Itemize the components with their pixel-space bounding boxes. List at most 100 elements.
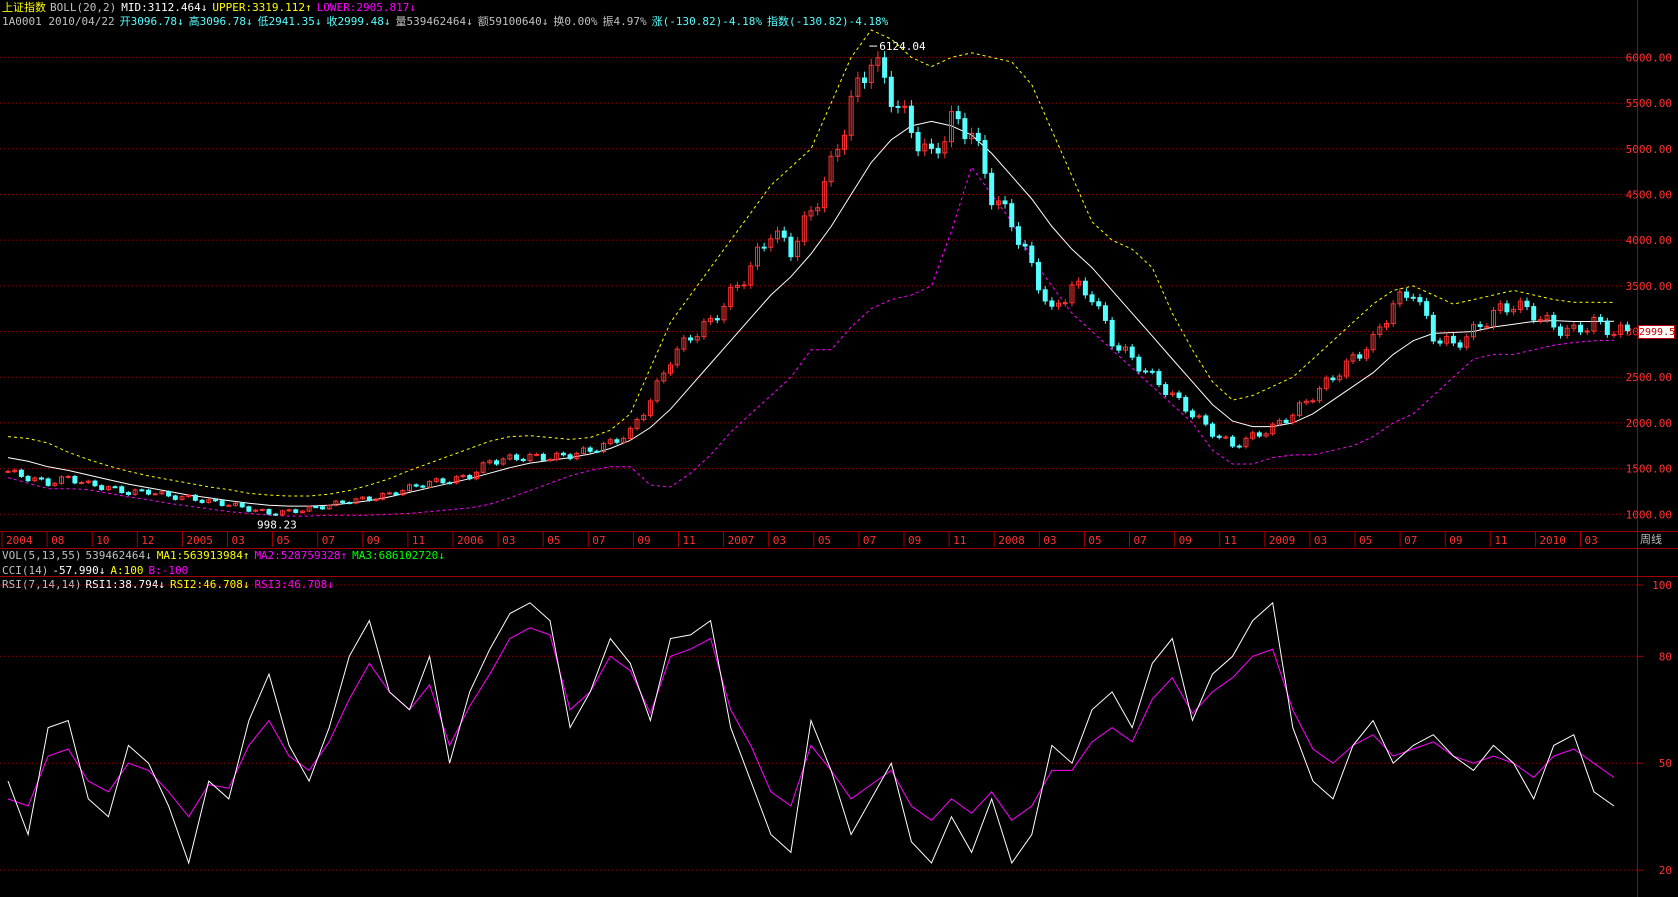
candle-up bbox=[1343, 360, 1349, 377]
candle-down bbox=[915, 131, 921, 152]
x-tick-label: 03 bbox=[773, 534, 786, 547]
rsi-top-border bbox=[0, 576, 1678, 577]
candle-up bbox=[1056, 302, 1062, 307]
candle-down bbox=[908, 105, 914, 133]
y-tick-label: 2000.00 bbox=[1626, 417, 1672, 430]
x-tick-label: 2004 bbox=[6, 534, 33, 547]
x-tick-label: 05 bbox=[1088, 534, 1101, 547]
candle-down bbox=[493, 460, 499, 465]
ma1-value: MA1:563913984↑ bbox=[156, 549, 250, 562]
rsi-line-rsi2 bbox=[7, 627, 1615, 821]
rsi1-value: RSI1:38.794↓ bbox=[85, 578, 165, 591]
candle-down bbox=[1624, 324, 1630, 332]
x-tick-label: 11 bbox=[683, 534, 696, 547]
candle-up bbox=[574, 452, 580, 460]
candle-up bbox=[326, 504, 332, 510]
rsi-y-tick-label: 100 bbox=[1652, 579, 1672, 592]
candle-down bbox=[895, 105, 901, 108]
candle-down bbox=[1176, 392, 1182, 398]
candle-up bbox=[460, 475, 466, 478]
candle-down bbox=[1136, 356, 1142, 372]
candle-down bbox=[1116, 345, 1122, 351]
candle-down bbox=[935, 147, 941, 154]
candle-up bbox=[768, 238, 774, 248]
candle-up bbox=[708, 318, 714, 323]
candle-down bbox=[172, 495, 178, 500]
candle-up bbox=[427, 480, 433, 488]
x-tick-label: 11 bbox=[953, 534, 966, 547]
candle-up bbox=[1062, 302, 1068, 305]
candle-down bbox=[1578, 324, 1584, 333]
candle-up bbox=[868, 64, 874, 83]
candle-up bbox=[233, 502, 239, 506]
candle-up bbox=[801, 215, 807, 242]
candle-down bbox=[1210, 423, 1215, 437]
right-axis-separator bbox=[1637, 0, 1638, 897]
x-tick-label: 11 bbox=[1224, 534, 1237, 547]
amplitude-value: 振4.97% bbox=[602, 15, 647, 28]
candle-up bbox=[701, 321, 707, 338]
candle-up bbox=[674, 348, 680, 366]
x-tick-label: 11 bbox=[412, 534, 425, 547]
candle-up bbox=[1397, 291, 1403, 305]
candle-up bbox=[681, 337, 687, 350]
candle-down bbox=[1283, 419, 1289, 424]
vol-header: VOL(5,13,55) 539462464↓ MA1:563913984↑ MA2:… bbox=[2, 549, 450, 563]
boll-mid: MID:3112.464↓ bbox=[121, 1, 208, 14]
x-tick-label: 2009 bbox=[1269, 534, 1296, 547]
x-tick-label: 2010 bbox=[1539, 534, 1566, 547]
candle-down bbox=[246, 506, 252, 512]
candle-down bbox=[340, 500, 346, 504]
x-tick-label: 09 bbox=[637, 534, 650, 547]
candle-up bbox=[580, 447, 586, 454]
y-tick-label: 5500.00 bbox=[1626, 97, 1672, 110]
rsi-y-tick-label: 50 bbox=[1659, 757, 1672, 770]
candle-down bbox=[366, 496, 372, 501]
index-name[interactable]: 上证指数 bbox=[2, 1, 46, 14]
x-tick-label: 09 bbox=[1449, 534, 1462, 547]
candle-up bbox=[1517, 300, 1523, 310]
rsi-header: RSI(7,14,14) RSI1:38.794↓ RSI2:46.708↓ RSI3… bbox=[2, 578, 339, 592]
candle-down bbox=[1042, 289, 1048, 302]
kline-chart[interactable]: 1000.001500.002000.002500.003000.003500.… bbox=[0, 0, 1678, 548]
candle-down bbox=[45, 478, 51, 486]
candle-down bbox=[882, 57, 888, 78]
candle-down bbox=[1256, 432, 1262, 437]
x-tick-label: 10 bbox=[96, 534, 109, 547]
candle-up bbox=[59, 476, 65, 484]
candle-up bbox=[1317, 387, 1323, 402]
volume-value: 量539462464↓ bbox=[395, 15, 473, 28]
candle-up bbox=[1310, 400, 1316, 403]
candle-up bbox=[373, 498, 379, 501]
candle-up bbox=[1276, 419, 1282, 425]
period-label[interactable]: 周线 bbox=[1640, 533, 1662, 546]
candle-down bbox=[714, 318, 720, 321]
candle-down bbox=[1551, 314, 1557, 328]
candle-up bbox=[12, 469, 18, 472]
x-tick-label: 08 bbox=[51, 534, 64, 547]
y-tick-label: 4500.00 bbox=[1626, 188, 1672, 201]
cci-header: CCI(14) -57.990↓ A:100 B:-100 bbox=[2, 564, 193, 578]
boll-label: BOLL(20,2) bbox=[50, 1, 117, 14]
candle-up bbox=[1591, 316, 1597, 332]
candle-up bbox=[728, 286, 734, 307]
candle-down bbox=[1102, 305, 1108, 321]
candle-down bbox=[38, 477, 44, 480]
candle-up bbox=[32, 477, 38, 482]
y-tick-label: 3500.00 bbox=[1626, 280, 1672, 293]
vol-value: 539462464↓ bbox=[85, 549, 152, 562]
x-tick-label: 07 bbox=[1404, 534, 1417, 547]
rsi-label: RSI(7,14,14) bbox=[2, 578, 82, 591]
candle-down bbox=[413, 484, 419, 487]
candle-up bbox=[1618, 324, 1624, 335]
x-tick-label: 09 bbox=[367, 534, 380, 547]
candle-up bbox=[1323, 377, 1329, 389]
candle-up bbox=[775, 230, 781, 240]
candle-up bbox=[835, 148, 841, 157]
candle-up bbox=[607, 439, 613, 445]
candle-up bbox=[875, 57, 881, 66]
x-tick-label: 2008 bbox=[998, 534, 1025, 547]
candle-down bbox=[1430, 314, 1436, 342]
candle-up bbox=[500, 458, 506, 465]
